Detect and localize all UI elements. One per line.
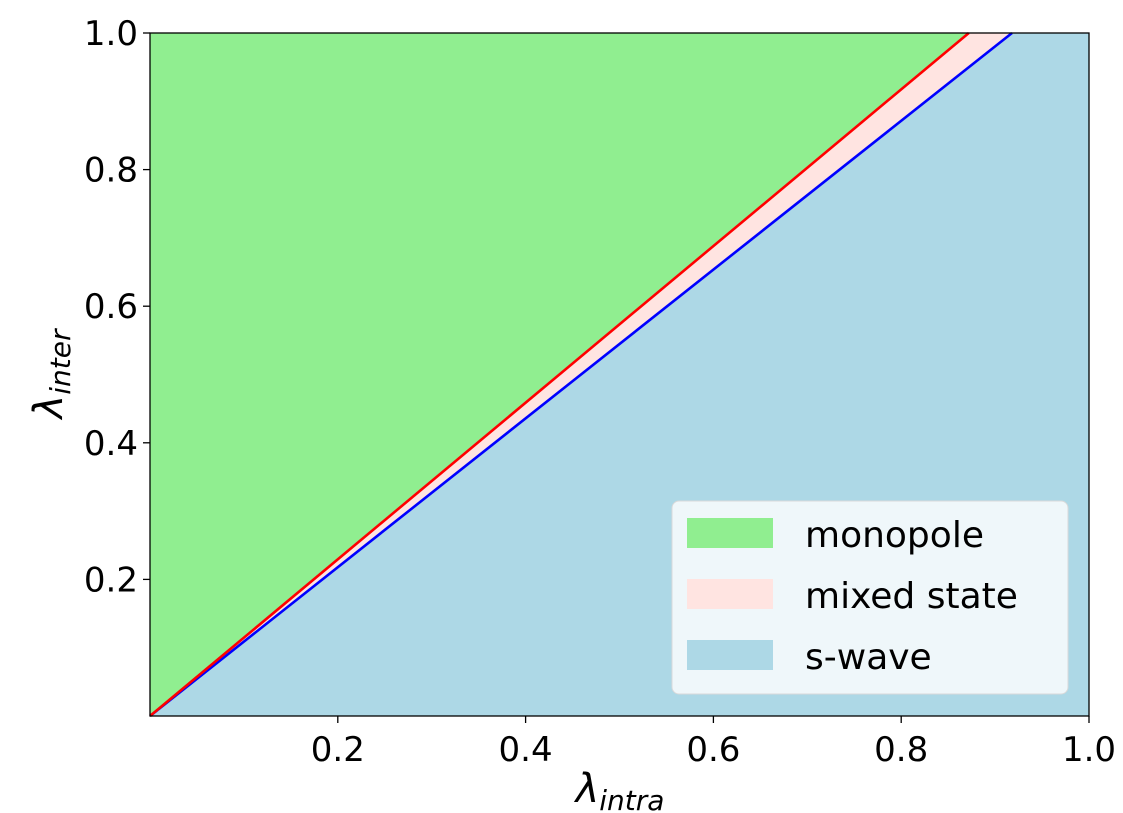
x-tick-label: 1.0 <box>1062 730 1116 770</box>
x-tick-label: 0.8 <box>874 730 928 770</box>
y-axis-ticks: 0.2 0.4 0.6 0.8 1.0 <box>84 14 150 600</box>
y-axis-label-subscript: inter <box>44 328 77 395</box>
y-tick-label: 0.2 <box>84 560 138 600</box>
y-tick-label: 0.4 <box>84 424 138 464</box>
x-tick-label: 0.4 <box>499 730 553 770</box>
legend-label-mixed-state: mixed state <box>805 576 1018 617</box>
x-tick-label: 0.2 <box>311 730 365 770</box>
boundary-line-blue <box>149 31 1013 718</box>
legend: monopole mixed state s-wave <box>671 500 1069 695</box>
plot-area <box>149 31 1090 718</box>
legend-label-s-wave: s-wave <box>805 637 932 678</box>
legend-swatch-s-wave <box>687 640 773 670</box>
y-tick-label: 0.8 <box>84 151 138 191</box>
x-tick-label: 0.6 <box>686 730 740 770</box>
plot-frame <box>149 32 1090 717</box>
legend-swatch-mixed-state <box>687 579 773 609</box>
x-axis-ticks: 0.2 0.4 0.6 0.8 1.0 <box>311 716 1116 770</box>
y-tick-label: 0.6 <box>84 287 138 327</box>
legend-swatch-monopole <box>687 518 773 548</box>
y-tick-label: 1.0 <box>84 14 138 54</box>
legend-label-monopole: monopole <box>805 515 984 556</box>
boundary-line-red <box>149 32 970 717</box>
x-axis-label: λintra <box>574 766 665 813</box>
x-axis-label-subscript: intra <box>599 784 664 813</box>
y-axis-label: λinter <box>26 328 77 420</box>
y-axis-label-symbol: λ <box>26 395 72 421</box>
x-axis-label-symbol: λ <box>574 766 600 812</box>
